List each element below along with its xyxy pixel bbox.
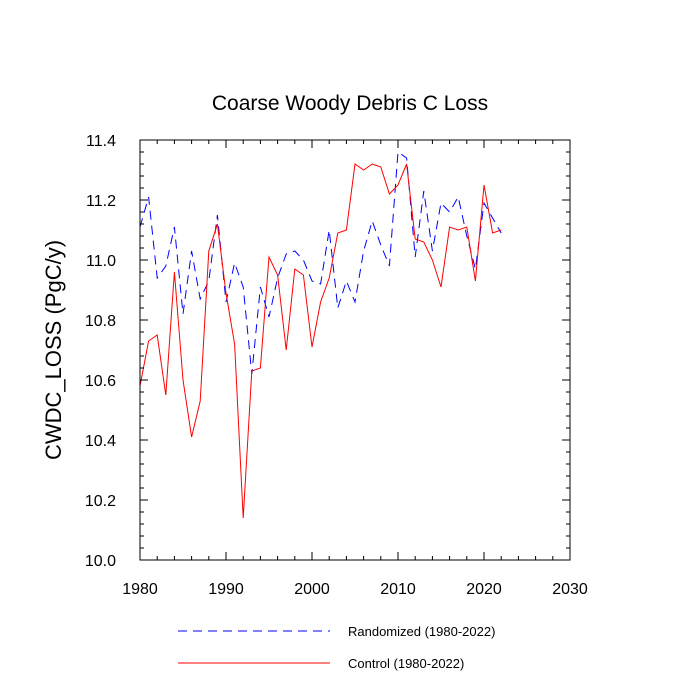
series-line-control [139,163,502,519]
x-tick-label: 1980 [122,581,158,598]
y-tick-label: 10.2 [85,493,116,510]
y-axis-label: CWDC_LOSS (PgC/y) [41,240,66,460]
y-tick-label: 10.4 [85,433,116,450]
series-line-randomized [139,151,502,375]
y-tick-label: 11.0 [86,253,116,270]
y-tick-label: 10.8 [85,313,116,330]
legend-label-randomized: Randomized (1980-2022) [348,624,495,639]
y-tick-label: 10.6 [85,373,116,390]
x-tick-label: 2010 [380,581,416,598]
x-tick-label: 2000 [294,581,330,598]
legend-label-control: Control (1980-2022) [348,656,464,671]
series-layer [139,151,502,519]
y-tick-label: 10.0 [85,553,116,570]
legend: Randomized (1980-2022) Control (1980-2022… [178,624,495,671]
y-tick-label: 11.2 [86,193,116,210]
axes-layer: 1980 1990 2000 2010 2020 2030 10.0 10.2 10.4 10.6… [85,133,588,598]
x-tick-label: 2020 [466,581,502,598]
y-tick-label: 11.4 [86,133,116,150]
x-tick-label: 1990 [208,581,244,598]
plot-frame [139,139,571,561]
x-tick-label: 2030 [552,581,588,598]
chart-title: Coarse Woody Debris C Loss [212,92,488,115]
